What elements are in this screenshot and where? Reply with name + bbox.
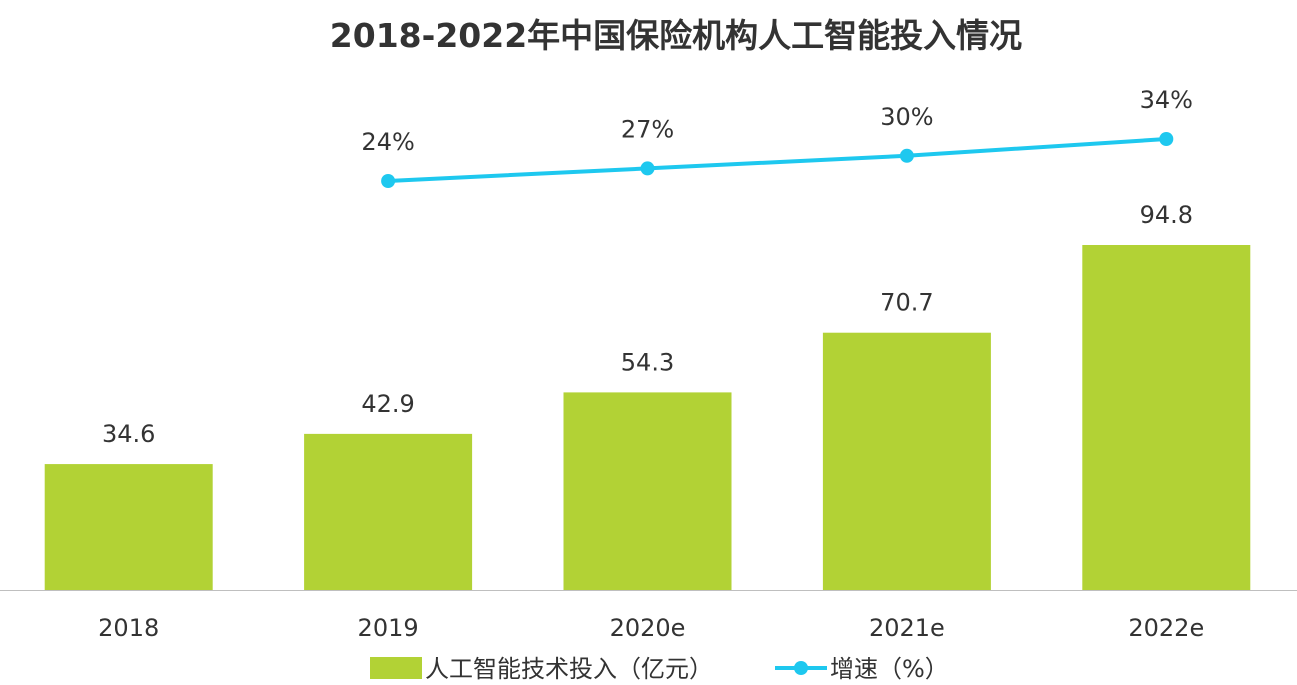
bar-2022e	[1082, 245, 1251, 590]
growth-line	[388, 137, 1167, 183]
x-tick-label: 2019	[358, 614, 419, 642]
growth-point-2020e	[640, 161, 655, 176]
x-tick-label: 2020e	[610, 614, 686, 642]
bar-value-label: 70.7	[880, 289, 933, 317]
growth-value-label: 24%	[361, 128, 414, 156]
x-tick-label: 2021e	[869, 614, 945, 642]
growth-value-label: 30%	[880, 103, 933, 131]
bar-2020e	[563, 392, 732, 590]
bar-value-label: 34.6	[102, 420, 155, 448]
growth-point-2022e	[1159, 132, 1174, 146]
bar-2021e	[822, 332, 991, 590]
legend: 人工智能技术投入（亿元） 增速（%）	[370, 655, 949, 683]
ticks-layer: 2018 2019 2020e 2021e 2022e	[98, 614, 1204, 642]
labels-layer: 34.6 42.9 54.3 70.7 94.8 24% 27% 30% 34%	[102, 86, 1193, 448]
x-tick-label: 2022e	[1128, 614, 1204, 642]
x-tick-label: 2018	[98, 614, 159, 642]
growth-value-label: 27%	[621, 115, 674, 143]
bar-2018	[44, 464, 213, 590]
legend-swatch-marker	[794, 661, 808, 675]
chart-title: 2018-2022年中国保险机构人工智能投入情况	[330, 16, 1022, 55]
growth-point-2019	[381, 174, 396, 188]
growth-value-label: 34%	[1140, 86, 1193, 114]
line-layer	[381, 132, 1174, 188]
legend-swatch-bar	[370, 657, 422, 679]
bar-value-label: 42.9	[361, 390, 414, 418]
bars-layer	[44, 245, 1251, 590]
bar-2019	[304, 433, 473, 590]
bar-value-label: 94.8	[1140, 201, 1193, 229]
legend-label-bar: 人工智能技术投入（亿元）	[425, 655, 713, 683]
growth-point-2021e	[899, 148, 914, 163]
legend-label-line: 增速（%）	[830, 655, 949, 683]
bar-value-label: 54.3	[621, 348, 674, 376]
